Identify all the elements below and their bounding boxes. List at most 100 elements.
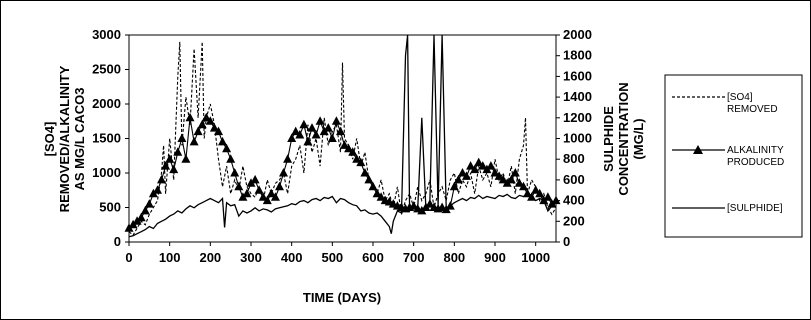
alkalinity-point <box>209 123 219 132</box>
alkalinity-point <box>498 174 508 184</box>
alkalinity-point <box>177 133 187 142</box>
alkalinity-point <box>311 130 321 139</box>
alkalinity-point <box>279 168 288 177</box>
alkalinity-point <box>376 192 386 201</box>
alkalinity-point <box>543 192 553 201</box>
y-left-title-line-3: AS MG/L CACO3 <box>72 87 87 190</box>
y-left-tick-label: 2500 <box>92 62 121 77</box>
alkalinity-point <box>356 157 366 167</box>
x-tick-label: 800 <box>443 250 465 265</box>
series-layer <box>124 34 561 238</box>
alkalinity-point <box>218 136 227 146</box>
alkalinity-point <box>490 168 500 177</box>
alkalinity-point <box>169 164 179 174</box>
legend-label-sulphide: [SULPHIDE] <box>727 203 783 214</box>
series-line-2 <box>128 34 557 238</box>
alkalinity-point <box>502 178 512 187</box>
alkalinity-point <box>453 174 463 184</box>
y-right-tick-label: 1800 <box>563 48 592 63</box>
alkalinity-point <box>287 133 297 142</box>
y-left-tick-label: 500 <box>99 200 121 215</box>
alkalinity-point <box>539 195 549 205</box>
x-tick-label: 300 <box>240 250 262 265</box>
y-right-title-line-1: SULPHIDE <box>601 106 616 172</box>
alkalinity-point <box>531 185 541 194</box>
legend-marker-alkalinity <box>693 145 703 154</box>
y-right-tick-label: 800 <box>563 151 585 166</box>
x-tick-label: 900 <box>484 250 506 265</box>
alkalinity-point <box>470 164 480 174</box>
y-right-tick-label: 1200 <box>563 110 592 125</box>
alkalinity-point <box>458 168 467 177</box>
y-left-tick-label: 1500 <box>92 131 121 146</box>
alkalinity-point <box>323 123 333 132</box>
y-axis-left-title: [SO4] REMOVED/ALKALINITY AS MG/L CACO3 <box>42 65 87 212</box>
y-right-tick-label: 400 <box>563 193 585 208</box>
legend-box <box>664 74 803 238</box>
alkalinity-point <box>494 171 504 180</box>
alkalinity-point <box>417 205 427 215</box>
alkalinity-point <box>514 178 524 187</box>
alkalinity-point <box>336 126 345 136</box>
y-left-tick-label: 1000 <box>92 165 121 180</box>
y-left-title-line-2: REMOVED/ALKALINITY <box>57 65 72 212</box>
alkalinity-point <box>140 205 150 215</box>
alkalinity-point <box>478 161 488 170</box>
alkalinity-point <box>474 157 484 167</box>
alkalinity-point <box>295 130 305 139</box>
alkalinity-point <box>291 126 301 136</box>
alkalinity-point <box>340 140 349 149</box>
x-tick-label: 500 <box>321 250 343 265</box>
alkalinity-point <box>181 154 191 163</box>
alkalinity-point <box>315 116 325 125</box>
alkalinity-point <box>226 154 236 163</box>
alkalinity-point <box>189 136 199 146</box>
ticks-layer: 0500100015002000250030000200400600800100… <box>92 27 592 265</box>
y-right-tick-label: 600 <box>563 172 585 187</box>
x-axis-title: TIME (DAYS) <box>303 290 381 305</box>
y-right-tick-label: 2000 <box>563 27 592 42</box>
x-tick-label: 100 <box>159 250 181 265</box>
alkalinity-point <box>193 126 203 136</box>
alkalinity-point <box>364 174 374 184</box>
alkalinity-point <box>466 161 476 170</box>
alkalinity-point <box>153 185 162 194</box>
alkalinity-point <box>519 181 528 191</box>
alkalinity-point <box>299 119 309 129</box>
alkalinity-point <box>283 154 293 163</box>
y-right-title-line-2: CONCENTRATION <box>616 82 631 195</box>
alkalinity-point <box>148 188 158 198</box>
alkalinity-point <box>165 154 175 163</box>
legend-label-alkalinity-1: ALKALINITY <box>727 145 784 156</box>
alkalinity-point <box>368 181 378 191</box>
alkalinity-point <box>222 143 232 153</box>
alkalinity-point <box>327 133 337 142</box>
alkalinity-point <box>144 199 154 208</box>
x-tick-label: 1000 <box>521 250 550 265</box>
alkalinity-point <box>157 174 166 184</box>
alkalinity-point <box>205 116 215 125</box>
y-left-title-line-1: [SO4] <box>42 122 57 157</box>
x-tick-label: 700 <box>403 250 425 265</box>
alkalinity-point <box>486 161 496 170</box>
alkalinity-point <box>372 188 382 198</box>
alkalinity-point <box>506 174 516 184</box>
alkalinity-point <box>449 181 459 191</box>
alkalinity-point <box>510 168 520 177</box>
y-right-title-line-3: (MG/L) <box>631 118 646 159</box>
alkalinity-point <box>197 119 207 129</box>
y-right-tick-label: 1600 <box>563 68 592 83</box>
alkalinity-point <box>266 188 276 198</box>
y-right-tick-label: 1400 <box>563 89 592 104</box>
alkalinity-point <box>185 112 195 122</box>
alkalinity-point <box>246 178 256 187</box>
alkalinity-point <box>242 188 252 198</box>
y-right-tick-label: 200 <box>563 213 585 228</box>
legend: [SO4] REMOVED ALKALINITY PRODUCED [SULPH… <box>664 74 803 238</box>
alkalinity-point <box>270 192 280 201</box>
alkalinity-point <box>348 147 358 156</box>
alkalinity-point <box>535 188 545 198</box>
x-tick-label: 400 <box>281 250 303 265</box>
y-left-tick-label: 0 <box>114 234 121 249</box>
